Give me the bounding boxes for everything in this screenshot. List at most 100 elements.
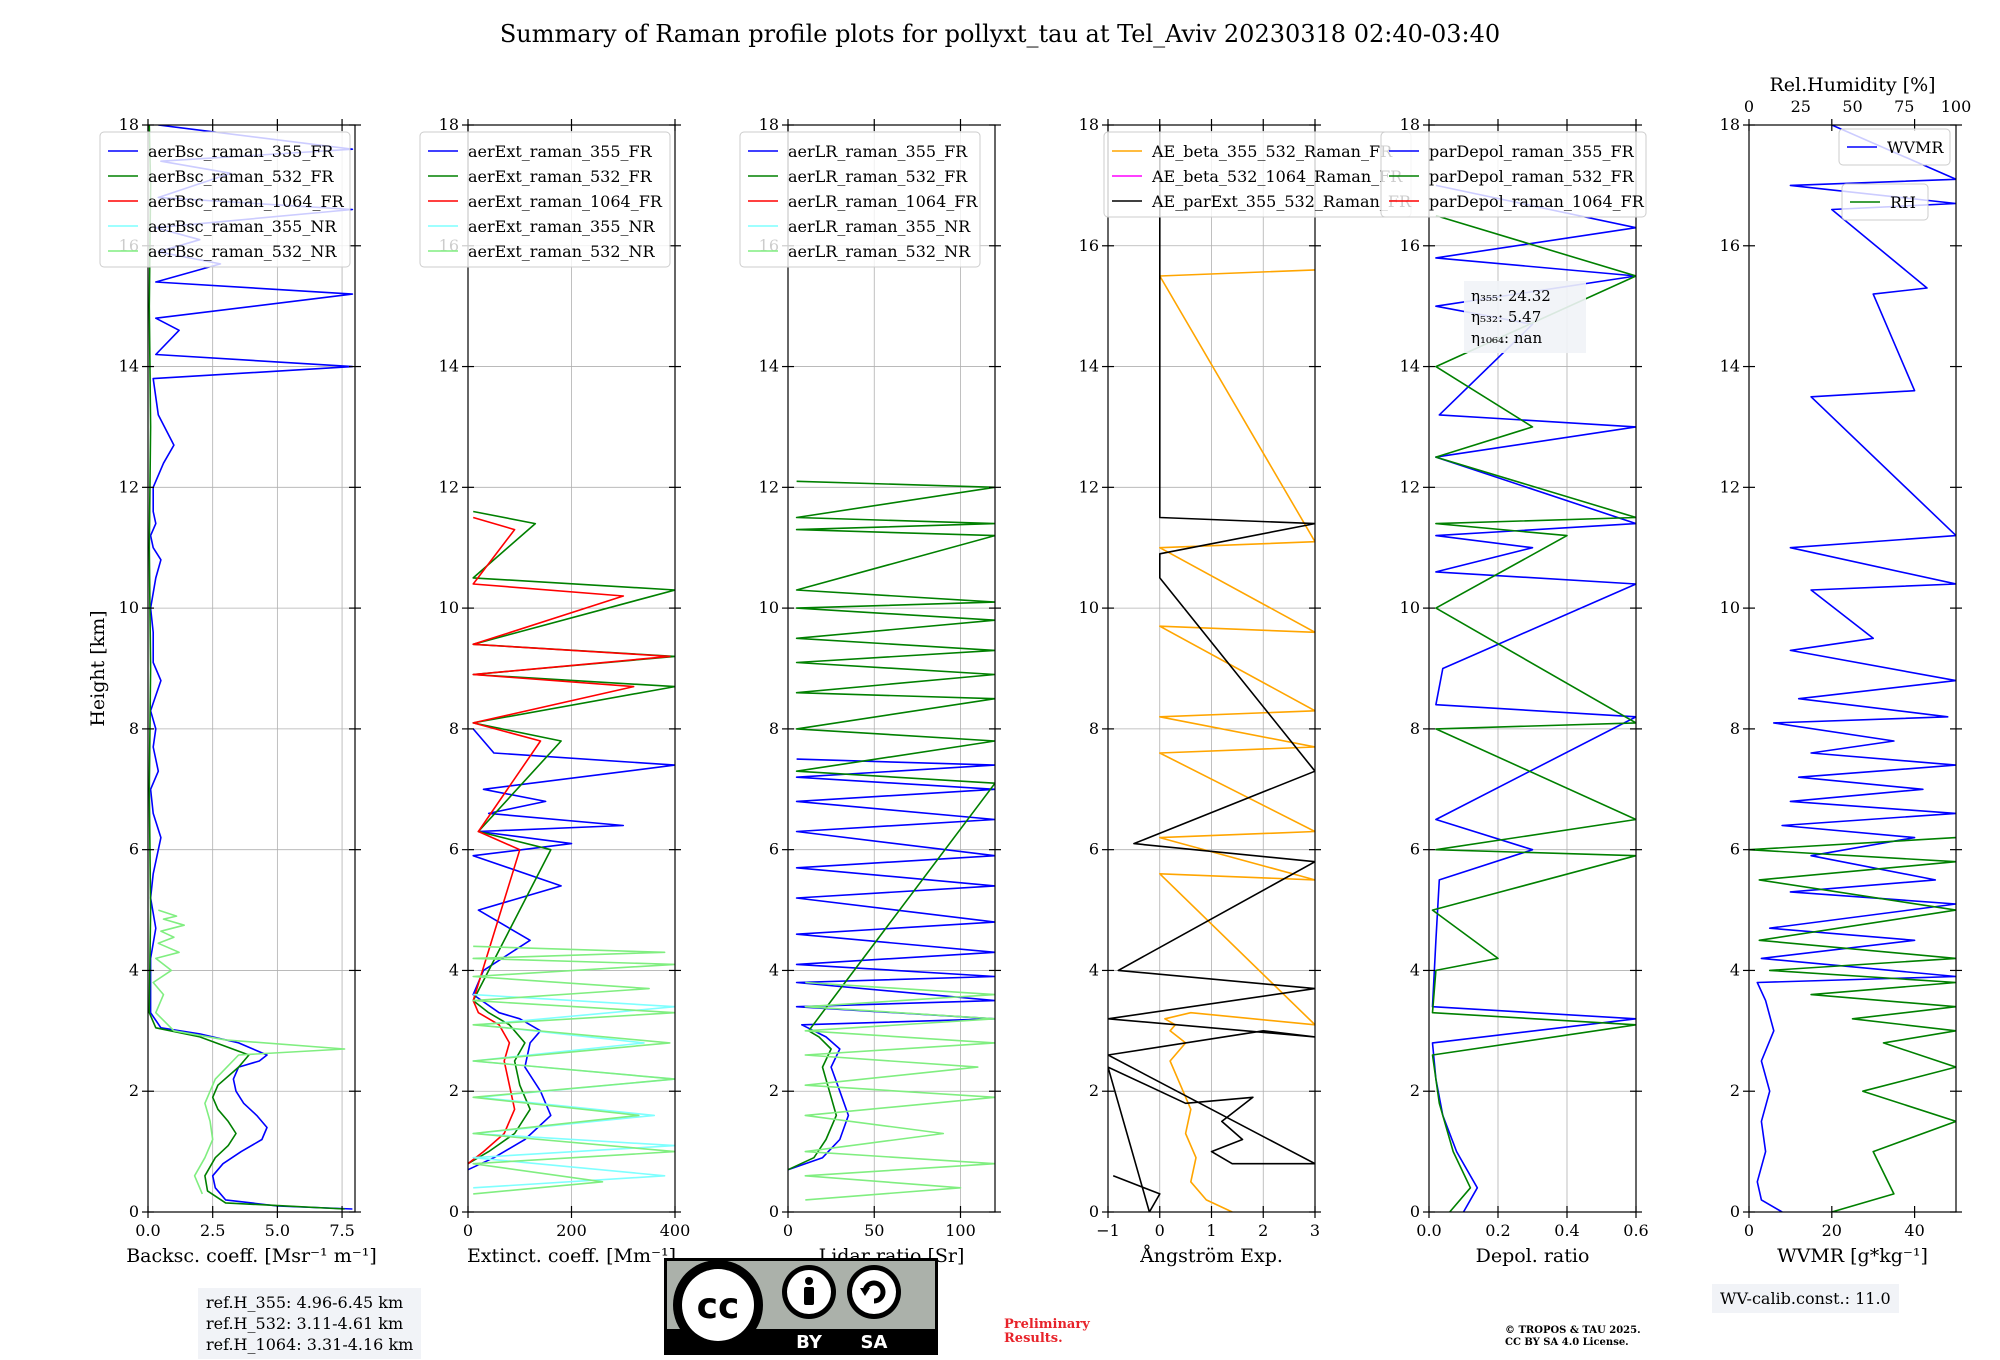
series-AE_parExt_355_532_Raman_FR (1108, 125, 1315, 1212)
y-tick-label: 6 (1730, 840, 1740, 859)
top-x-tick-label: 50 (1842, 97, 1862, 116)
wv-calib-box: WV-calib.const.: 11.0 (1712, 1284, 1899, 1313)
figure-title: Summary of Raman profile plots for polly… (499, 20, 1501, 48)
plot-frame (1428, 124, 1637, 1213)
y-tick-label: 18 (439, 115, 459, 134)
panel-lr: 024681012141618050100Lidar ratio [Sr]aer… (739, 115, 1001, 1267)
top-x-tick-label: 100 (1941, 97, 1972, 116)
x-tick-label: 0 (1155, 1221, 1165, 1240)
series-WVMR (1756, 125, 1956, 1212)
y-tick-label: 10 (759, 598, 779, 617)
y-tick-label: 6 (769, 840, 779, 859)
x-tick-label: 7.5 (329, 1221, 354, 1240)
legend-label: WVMR (1887, 138, 1944, 157)
ref-height-1064: ref.H_1064: 3.31-4.16 km (206, 1335, 414, 1354)
legend-label: aerExt_raman_355_FR (468, 142, 653, 161)
eta-annotation: η₁₀₆₄: nan (1471, 329, 1542, 347)
top-x-tick-label: 0 (1744, 97, 1754, 116)
y-tick-label: 4 (1089, 960, 1099, 979)
y-tick-label: 8 (1410, 719, 1420, 738)
x-tick-label: 1 (1206, 1221, 1216, 1240)
x-tick-label: 2.5 (200, 1221, 225, 1240)
y-tick-label: 0 (1410, 1202, 1420, 1221)
y-tick-label: 2 (129, 1081, 139, 1100)
y-tick-label: 2 (1730, 1081, 1740, 1100)
preliminary-note: Preliminary Results. (1004, 1318, 1144, 1346)
plot-frame (1748, 124, 1957, 1213)
x-tick-label: 0 (1744, 1221, 1754, 1240)
top-x-tick-label: 75 (1894, 97, 1914, 116)
y-tick-label: 18 (1400, 115, 1420, 134)
series-aerBsc_raman_532_NR (152, 909, 346, 1195)
y-tick-label: 14 (759, 357, 779, 376)
x-tick-label: 5.0 (265, 1221, 290, 1240)
ref-height-532: ref.H_532: 3.11-4.61 km (206, 1314, 404, 1333)
top-x-axis-label: Rel.Humidity [%] (1769, 74, 1935, 96)
legend-label: AE_parExt_355_532_Raman_FR (1151, 192, 1412, 211)
y-tick-label: 2 (1410, 1081, 1420, 1100)
y-tick-label: 6 (1410, 840, 1420, 859)
x-axis-label: WVMR [g*kg⁻¹] (1777, 1245, 1928, 1267)
legend-box (1841, 183, 1929, 221)
y-tick-label: 10 (1720, 598, 1740, 617)
sa-icon-inner (852, 1270, 896, 1314)
x-tick-label: 0.0 (1416, 1221, 1441, 1240)
y-tick-label: 10 (119, 598, 139, 617)
y-tick-label: 12 (119, 477, 139, 496)
x-tick-label: 400 (660, 1221, 691, 1240)
panel-ext: 0246810121416180200400Extinct. coeff. [M… (419, 115, 691, 1267)
legend-label: parDepol_raman_532_FR (1429, 167, 1635, 186)
annotation-box (1464, 281, 1586, 353)
y-tick-label: 12 (1400, 477, 1420, 496)
y-tick-label: 12 (439, 477, 459, 496)
y-tick-label: 12 (759, 477, 779, 496)
y-tick-label: 10 (1079, 598, 1099, 617)
y-tick-label: 12 (1720, 477, 1740, 496)
legend-label: aerBsc_raman_355_FR (148, 142, 334, 161)
y-tick-label: 0 (769, 1202, 779, 1221)
y-tick-label: 8 (769, 719, 779, 738)
series-group (468, 510, 675, 1195)
series-RH (1749, 836, 1956, 1212)
legend-box (419, 131, 671, 268)
plot-frame (787, 124, 996, 1213)
series-aerExt_raman_532_NR (472, 945, 675, 1195)
copyright-note: © TROPOS & TAU 2025. CC BY SA 4.0 Licens… (1505, 1325, 1725, 1349)
reference-heights-box: ref.H_355: 4.96-6.45 km ref.H_532: 3.11-… (198, 1288, 422, 1359)
x-axis-label: Depol. ratio (1476, 1245, 1590, 1267)
legend-label: aerLR_raman_355_NR (788, 217, 971, 236)
sa-arrowhead (860, 1288, 870, 1296)
legend-label: parDepol_raman_355_FR (1429, 142, 1635, 161)
preliminary-line-1: Preliminary (1004, 1317, 1090, 1332)
legend-label: aerBsc_raman_355_NR (148, 217, 337, 236)
y-tick-label: 6 (1089, 840, 1099, 859)
legend-label: aerBsc_raman_532_FR (148, 167, 334, 186)
y-tick-label: 14 (1400, 357, 1420, 376)
y-axis-label: Height [km] (87, 610, 109, 726)
series-aerBsc_raman_355_FR (149, 125, 354, 1210)
y-tick-label: 8 (129, 719, 139, 738)
y-tick-label: 0 (1730, 1202, 1740, 1221)
preliminary-line-2: Results. (1004, 1331, 1063, 1346)
series-aerExt_raman_1064_FR (468, 516, 671, 1165)
x-tick-label: 50 (864, 1221, 884, 1240)
legend-label: aerBsc_raman_532_NR (148, 242, 337, 261)
y-tick-label: 4 (129, 960, 139, 979)
y-tick-label: 8 (449, 719, 459, 738)
copyright-line-2: CC BY SA 4.0 License. (1505, 1337, 1629, 1348)
x-tick-label: 3 (1310, 1221, 1320, 1240)
y-tick-label: 0 (449, 1202, 459, 1221)
y-tick-label: 2 (449, 1081, 459, 1100)
y-tick-label: 0 (129, 1202, 139, 1221)
legend-box (739, 131, 981, 268)
series-aerLR_raman_355_FR (788, 758, 995, 1171)
x-tick-label: 0 (463, 1221, 473, 1240)
y-tick-label: 16 (1720, 236, 1740, 255)
legend-label: AE_beta_532_1064_Raman_FR (1151, 167, 1403, 186)
cc-text: cc (697, 1286, 740, 1327)
y-tick-label: 16 (1400, 236, 1420, 255)
sa-arrow (862, 1280, 886, 1304)
